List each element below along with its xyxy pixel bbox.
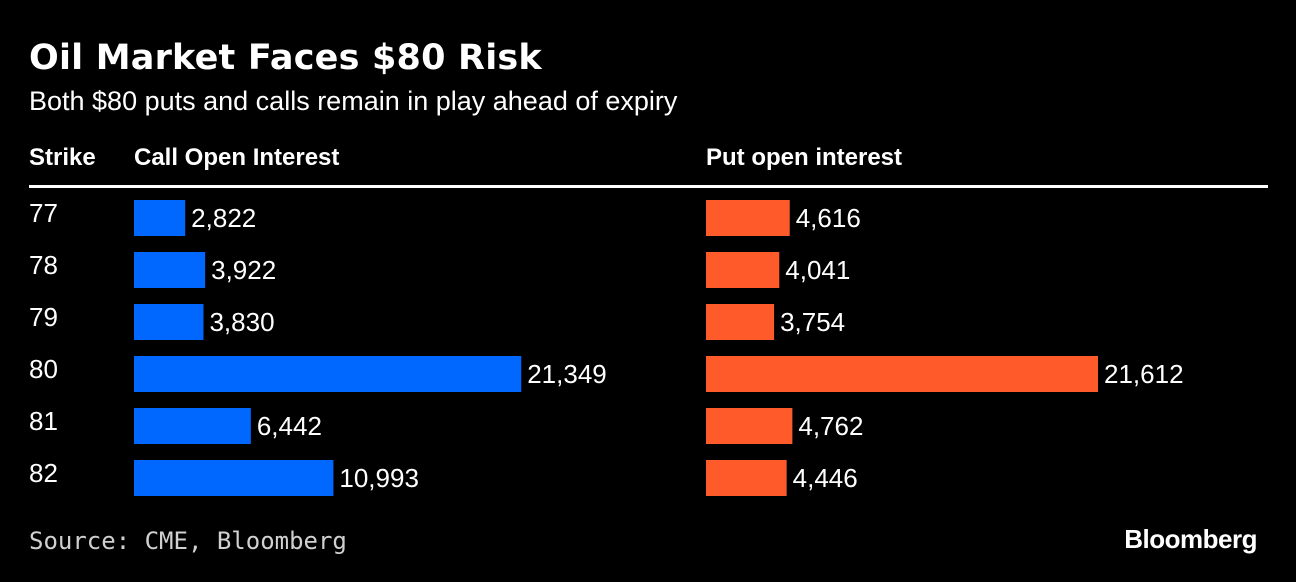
call-value-label-80: 21,349 [527,359,607,389]
put-bar-79 [706,304,775,340]
put-value-label-82: 4,446 [793,463,858,493]
put-value-label-77: 4,616 [796,203,861,233]
put-value-label-78: 4,041 [785,255,850,285]
put-value-label-80: 21,612 [1104,359,1184,389]
strike-label-77: 77 [29,198,58,228]
put-bar-80 [706,356,1098,392]
bloomberg-logo: Bloomberg [1124,524,1257,554]
put-bar-78 [706,252,780,288]
put-column-header: Put open interest [706,144,903,171]
source-note: Source: CME, Bloomberg [29,527,347,555]
strike-label-82: 82 [29,458,58,488]
call-bar-80 [134,356,522,392]
strike-label-81: 81 [29,406,58,436]
call-column-header: Call Open Interest [134,144,340,171]
call-value-label-82: 10,993 [339,463,419,493]
put-bar-77 [706,200,790,236]
call-bar-82 [134,460,334,496]
call-value-label-81: 6,442 [257,411,322,441]
strike-label-79: 79 [29,302,58,332]
put-value-label-81: 4,762 [798,411,863,441]
chart-subtitle: Both $80 puts and calls remain in play a… [29,86,678,116]
chart-title: Oil Market Faces $80 Risk [29,38,542,78]
call-value-label-78: 3,922 [211,255,276,285]
call-value-label-79: 3,830 [209,307,274,337]
header-rule [29,185,1268,188]
call-bar-81 [134,408,251,444]
strike-label-80: 80 [29,354,58,384]
call-bar-77 [134,200,186,236]
call-bar-78 [134,252,206,288]
strike-column-header: Strike [29,144,96,171]
put-bar-82 [706,460,787,496]
put-value-label-79: 3,754 [780,307,845,337]
strike-label-78: 78 [29,250,58,280]
call-value-label-77: 2,822 [191,203,256,233]
call-bar-79 [134,304,204,340]
put-bar-81 [706,408,793,444]
